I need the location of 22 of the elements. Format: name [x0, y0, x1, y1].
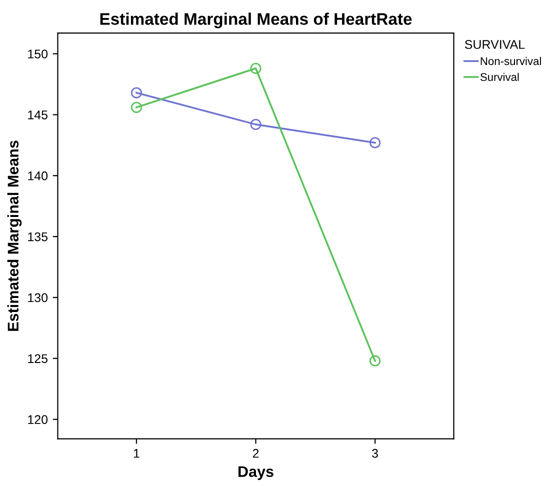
y-tick-label: 135 [28, 232, 48, 242]
point [369, 137, 381, 148]
legend-label: Survival [480, 72, 519, 81]
y-tick-label: 150 [28, 50, 48, 58]
x-tick-label: 2 [252, 448, 259, 458]
point [130, 87, 142, 98]
x-tick-label: 3 [372, 448, 378, 458]
legend-title: SURVIVAL [464, 40, 525, 49]
y-tick-label: 125 [28, 354, 48, 364]
point [130, 102, 142, 113]
x-axis-title: Days [238, 466, 274, 480]
point [250, 118, 262, 130]
y-tick-label: 120 [28, 415, 48, 424]
x-tick-label: 1 [134, 449, 140, 458]
y-tick-label: 140 [28, 171, 48, 180]
chart-title: Estimated Marginal Means of HeartRate [100, 12, 412, 28]
y-tick-label: 130 [28, 293, 48, 302]
y-axis-title: Estimated Marginal Means [7, 140, 22, 331]
point [369, 355, 381, 366]
y-tick-label: 145 [28, 110, 48, 120]
point [250, 62, 262, 74]
legend-label: Non-survival [480, 56, 541, 66]
